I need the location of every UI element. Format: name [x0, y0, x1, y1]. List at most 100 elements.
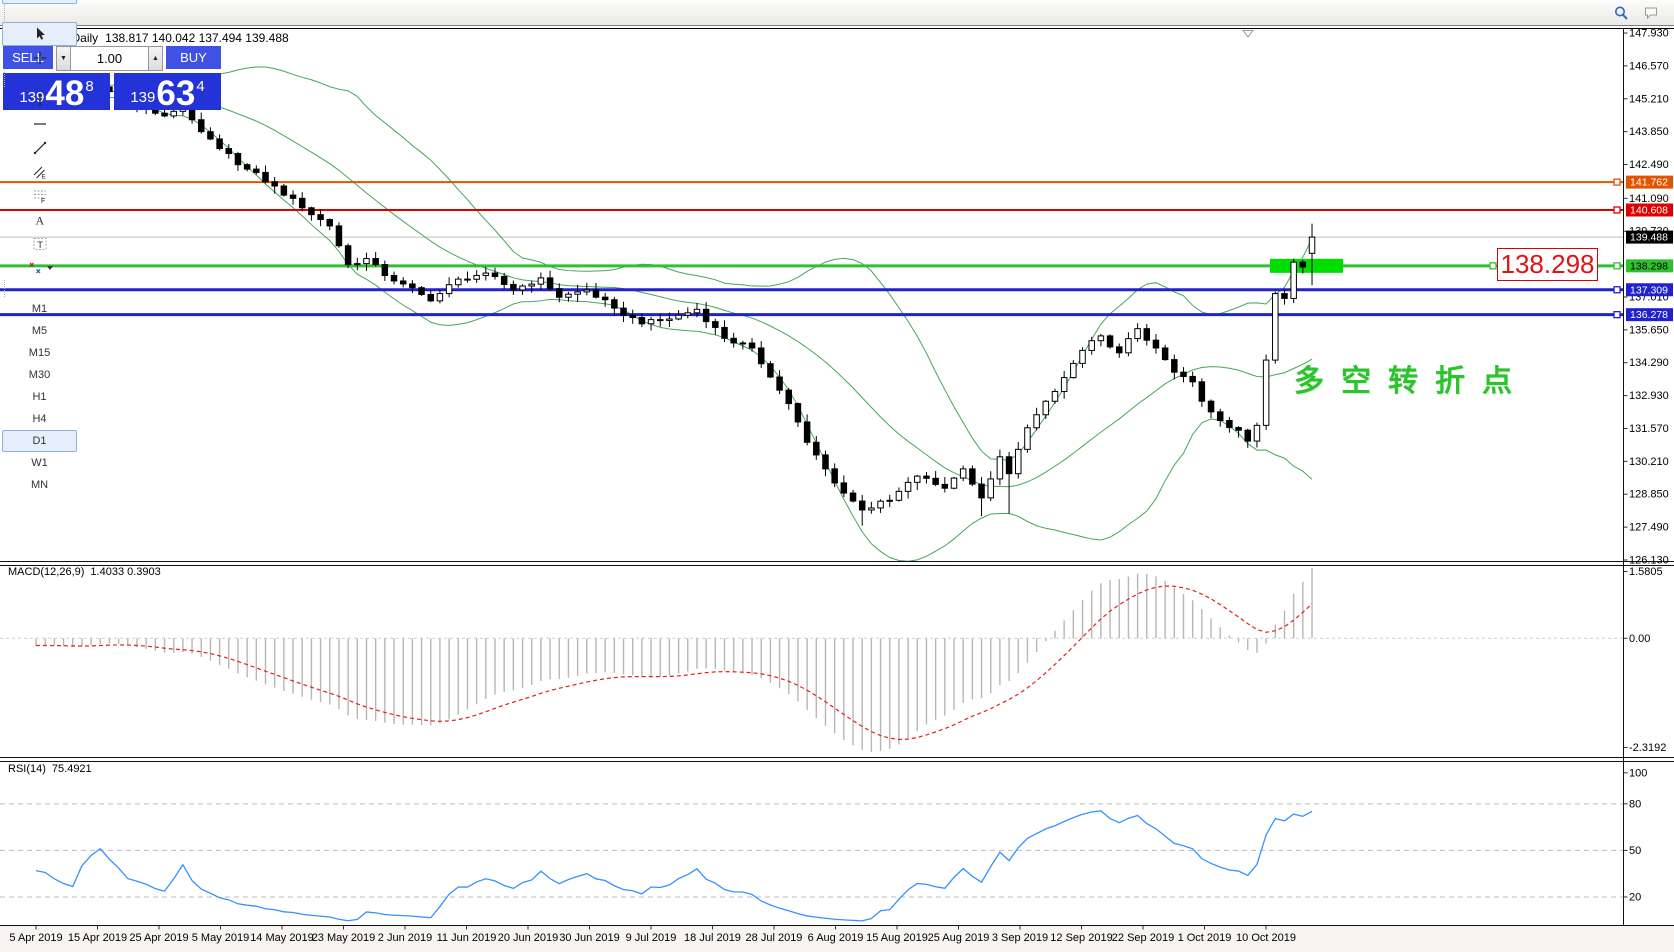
rsi-indicator-label: RSI(14) 75.4921 — [8, 763, 98, 775]
equidistant-channel-button[interactable]: E — [2, 160, 77, 184]
toolbar-grip — [4, 279, 5, 297]
timeframe-w1-button[interactable]: W1 — [31, 456, 48, 469]
buy-button[interactable]: BUY — [166, 46, 221, 71]
timeframe-h1-button[interactable]: H1 — [32, 390, 47, 403]
indicators-button[interactable] — [2, 0, 78, 4]
svg-text:1 Oct 2019: 1 Oct 2019 — [1178, 932, 1232, 944]
price-callout-label[interactable]: 138.298 — [1497, 248, 1598, 281]
timeframe-h4-button[interactable]: H4 — [32, 412, 47, 425]
chart-background — [0, 27, 1674, 952]
volume-input[interactable] — [71, 46, 148, 71]
svg-text:30 Jun 2019: 30 Jun 2019 — [559, 932, 620, 944]
svg-text:12 Sep 2019: 12 Sep 2019 — [1050, 932, 1112, 944]
candles[interactable] — [32, 82, 1316, 526]
svg-text:50: 50 — [1629, 845, 1641, 857]
svg-text:80: 80 — [1629, 798, 1641, 810]
timeframe-m1-button[interactable]: M1 — [31, 302, 48, 315]
sell-button[interactable]: SELL — [3, 46, 53, 71]
vertical-line-icon — [32, 92, 48, 108]
svg-text:146.570: 146.570 — [1629, 60, 1669, 72]
timeframe-m5-button[interactable]: M5 — [31, 324, 48, 337]
time-axis: 5 Apr 2019 15 Apr 2019 25 Apr 2019 5 May 20… — [9, 925, 1296, 944]
time-axis-strip — [0, 926, 1674, 952]
horizontal-line-button[interactable] — [2, 112, 77, 136]
chat-button[interactable] — [1636, 1, 1666, 25]
svg-text:11 Jun 2019: 11 Jun 2019 — [437, 932, 497, 944]
vertical-line-button[interactable] — [2, 88, 77, 112]
toolbar: 新订单自动交易EFATM1M5M15M30H1H4D1W1MN — [0, 0, 1674, 491]
horizontal-lines[interactable] — [0, 181, 1623, 317]
svg-text:5 Apr 2019: 5 Apr 2019 — [9, 932, 62, 944]
line-handles[interactable] — [1489, 178, 1621, 319]
svg-text:2 Jun 2019: 2 Jun 2019 — [378, 932, 432, 944]
sell-price-display[interactable]: 139 48 8 — [3, 73, 110, 111]
svg-text:22 Sep 2019: 22 Sep 2019 — [1112, 932, 1174, 944]
svg-text:131.570: 131.570 — [1629, 423, 1669, 435]
svg-text:15 Apr 2019: 15 Apr 2019 — [68, 932, 127, 944]
macd-axis: 1.5805 0.00 -2.3192 — [1623, 566, 1666, 754]
svg-text:20 Jun 2019: 20 Jun 2019 — [498, 932, 559, 944]
timeframe-mn-button[interactable]: MN — [30, 478, 49, 491]
sell-price-prefix: 139 — [19, 89, 45, 106]
crosshair-icon — [32, 50, 48, 66]
cursor-icon — [32, 26, 48, 42]
search-button[interactable] — [1606, 1, 1636, 25]
svg-text:141.762: 141.762 — [1630, 177, 1668, 189]
turning-point-annotation[interactable]: 多空转折点 — [1294, 365, 1529, 398]
svg-text:147.930: 147.930 — [1629, 28, 1669, 40]
arrows-icon — [27, 260, 43, 276]
ohlc-values: 138.817 140.042 137.494 139.488 — [105, 31, 289, 45]
svg-text:E: E — [41, 173, 46, 180]
text-label-button[interactable]: T — [2, 232, 77, 256]
text-icon: A — [32, 212, 48, 228]
macd-indicator — [0, 568, 1623, 752]
svg-text:141.090: 141.090 — [1629, 193, 1669, 205]
highlight-box-annotation[interactable] — [1270, 258, 1343, 273]
crosshair-button[interactable] — [2, 46, 77, 70]
svg-text:6 Aug 2019: 6 Aug 2019 — [808, 932, 864, 944]
volume-down-button[interactable]: ▼ — [56, 46, 71, 71]
svg-text:142.490: 142.490 — [1629, 159, 1669, 171]
timeframe-m15-button[interactable]: M15 — [28, 346, 51, 359]
hline-price-labels: 141.762 140.608 138.298 137.309 136.278 — [1626, 175, 1673, 322]
toolbar-grip — [4, 69, 5, 87]
svg-text:3 Sep 2019: 3 Sep 2019 — [992, 932, 1048, 944]
buy-price-prefix: 139 — [130, 89, 156, 106]
timeframe-m30-button[interactable]: M30 — [28, 368, 51, 381]
svg-text:18 Jul 2019: 18 Jul 2019 — [684, 932, 741, 944]
svg-text:127.490: 127.490 — [1629, 522, 1669, 534]
svg-text:143.850: 143.850 — [1629, 126, 1669, 138]
cursor-button[interactable] — [2, 21, 78, 46]
svg-text:140.608: 140.608 — [1630, 205, 1668, 217]
rsi-indicator — [0, 803, 1623, 922]
svg-text:137.309: 137.309 — [1630, 284, 1668, 296]
svg-text:139.488: 139.488 — [1630, 232, 1668, 244]
text-button[interactable]: A — [2, 208, 77, 232]
svg-text:9 Jul 2019: 9 Jul 2019 — [626, 932, 677, 944]
equidistant-channel-icon: E — [32, 164, 48, 180]
toolbar-grip — [4, 3, 5, 21]
fibonacci-button[interactable]: F — [2, 184, 77, 208]
buy-price-display[interactable]: 139 63 4 — [114, 73, 221, 111]
svg-text:0.00: 0.00 — [1629, 633, 1650, 645]
svg-text:25 Apr 2019: 25 Apr 2019 — [129, 932, 188, 944]
chart-shift-marker-icon[interactable] — [1241, 30, 1255, 38]
svg-text:1.5805: 1.5805 — [1629, 566, 1663, 578]
svg-text:14 May 2019: 14 May 2019 — [250, 932, 314, 944]
svg-text:-2.3192: -2.3192 — [1629, 742, 1666, 754]
bollinger-upper — [35, 66, 1313, 461]
sell-price-sup: 8 — [85, 78, 94, 95]
trendline-button[interactable] — [2, 136, 77, 160]
arrows-button[interactable] — [2, 256, 77, 280]
dropdown-caret-icon — [46, 265, 53, 270]
svg-text:135.650: 135.650 — [1629, 324, 1669, 336]
text-label-icon: T — [32, 236, 48, 252]
svg-text:T: T — [37, 239, 43, 250]
rsi-name: RSI(14) — [8, 763, 46, 775]
macd-signal-line — [35, 585, 1313, 741]
volume-up-button[interactable]: ▲ — [148, 46, 163, 71]
buy-price-sup: 4 — [196, 78, 205, 95]
macd-name: MACD(12,26,9) — [8, 566, 85, 578]
timeframe-d1-button[interactable]: D1 — [2, 429, 78, 452]
